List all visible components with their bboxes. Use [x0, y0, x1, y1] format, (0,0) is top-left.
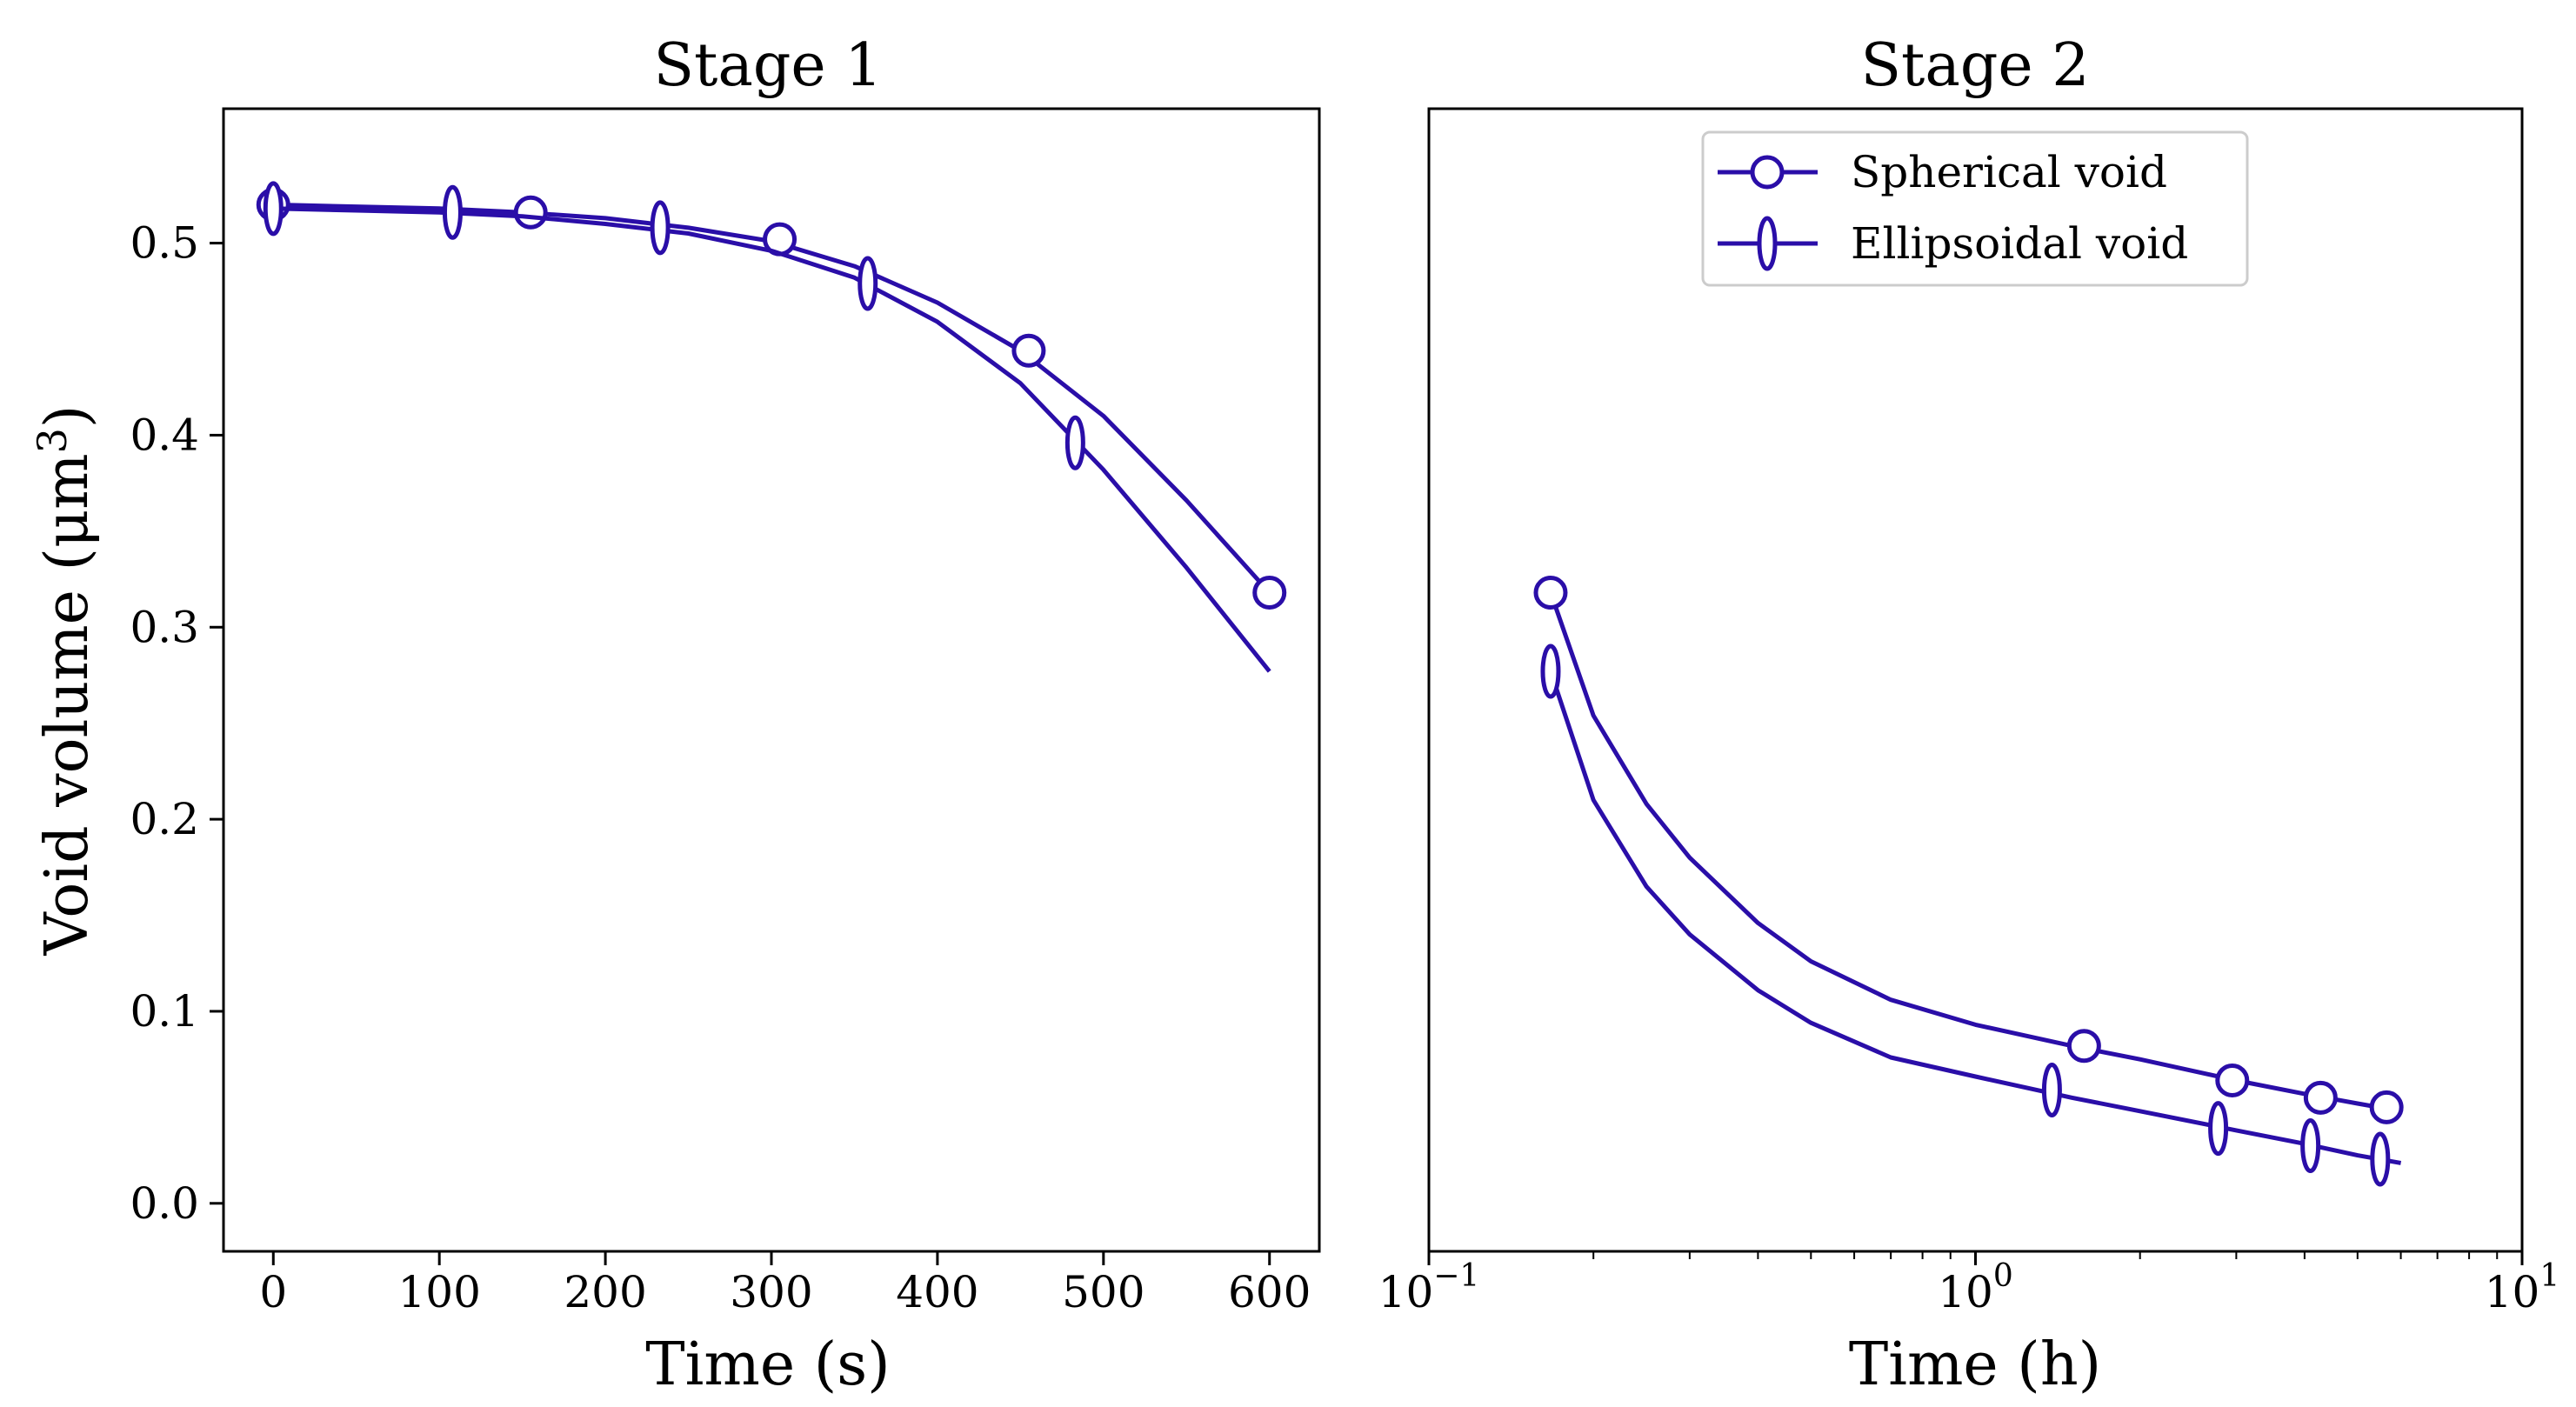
x-tick-label: 300 — [730, 1267, 812, 1317]
series-line-circle — [273, 202, 1271, 595]
stage2-title: Stage 2 — [1860, 31, 2089, 100]
x-tick-label: 600 — [1228, 1267, 1311, 1317]
legend-label: Ellipsoidal void — [1851, 218, 2188, 269]
x-tick-label: 100 — [1938, 1258, 2013, 1317]
legend-entries: Spherical void Ellipsoidal void — [1718, 147, 2188, 271]
legend-label: Spherical void — [1851, 147, 2167, 197]
marker-ellipse — [2300, 1118, 2321, 1174]
x-tick-label: 0 — [259, 1267, 287, 1317]
marker-circle — [1533, 576, 1568, 610]
marker-ellipse — [858, 256, 878, 311]
stage1-series-group — [256, 181, 1287, 673]
stage1-title: Stage 1 — [653, 31, 882, 100]
stage2-series-group — [1533, 576, 2404, 1187]
marker-ellipse — [2208, 1101, 2229, 1157]
marker-circle — [1011, 333, 1046, 368]
x-tick-label: 100 — [397, 1267, 480, 1317]
x-tick-label: 500 — [1062, 1267, 1145, 1317]
marker-circle — [2303, 1080, 2338, 1115]
marker-ellipse — [1064, 415, 1085, 470]
marker-circle — [2066, 1029, 2101, 1064]
y-tick-label: 0.4 — [130, 410, 199, 460]
series-line-circle — [1548, 591, 2402, 1114]
legend-marker-circle — [1750, 155, 1785, 190]
y-tick-label: 0.2 — [130, 794, 199, 844]
x-tick-label: 10−1 — [1378, 1258, 1480, 1317]
stage2-xticks: 10−1 100 101 — [1378, 1251, 2560, 1317]
y-tick-label: 0.3 — [130, 602, 199, 652]
y-tick-label: 0.1 — [130, 986, 199, 1037]
y-axis-label: Void volume (μm3) — [29, 405, 102, 957]
marker-ellipse — [650, 200, 671, 256]
marker-ellipse — [263, 181, 284, 237]
legend: Spherical void Ellipsoidal void — [1701, 130, 2249, 287]
y-tick-label: 0.0 — [130, 1178, 199, 1229]
stage1-xlabel: Time (s) — [645, 1330, 890, 1399]
x-tick-label: 400 — [896, 1267, 978, 1317]
marker-circle — [2369, 1090, 2404, 1124]
y-axis-label-main: Void volume (μm — [33, 453, 102, 956]
marker-ellipse — [2041, 1062, 2062, 1117]
stage1-axes-frame — [222, 107, 1321, 1253]
y-axis-label-close: ) — [33, 405, 102, 429]
y-axis-label-sup: 3 — [29, 428, 76, 453]
series-line-ellipse — [1548, 670, 2402, 1165]
legend-box — [1701, 130, 2249, 287]
marker-ellipse — [2370, 1131, 2391, 1187]
marker-ellipse — [442, 184, 463, 240]
series-line-ellipse — [273, 206, 1271, 673]
marker-circle — [513, 195, 548, 230]
marker-circle — [2215, 1063, 2250, 1097]
stage1-yticks: 0.0 0.1 0.2 0.3 0.4 0.5 — [130, 218, 224, 1229]
marker-ellipse — [1540, 643, 1561, 699]
x-tick-label: 200 — [564, 1267, 646, 1317]
legend-marker-ellipse — [1757, 216, 1778, 271]
stage2-panel: Stage 2 10−1 100 101 Time (h) Spherical vo… — [1378, 31, 2560, 1399]
stage2-xlabel: Time (h) — [1849, 1330, 2101, 1399]
stage1-panel: Stage 1 0 100 200 300 400 500 600 0.0 0.1 0.2 0.3… — [29, 31, 1321, 1399]
x-tick-label: 101 — [2485, 1258, 2560, 1317]
y-tick-label: 0.5 — [130, 218, 199, 269]
marker-circle — [1252, 576, 1287, 610]
stage1-xticks: 0 100 200 300 400 500 600 — [259, 1251, 1311, 1317]
